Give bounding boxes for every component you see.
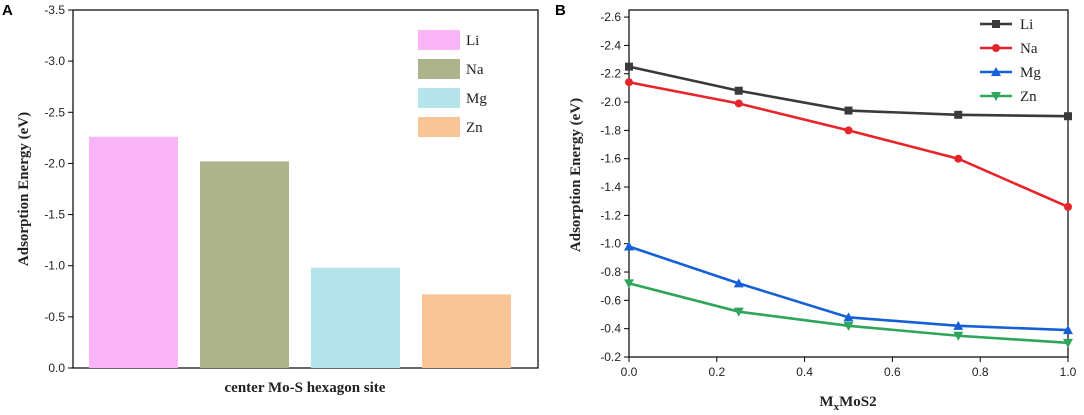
legend-label-a: Na (466, 62, 484, 78)
point-li (734, 86, 743, 95)
y-tick-label-b: -2.4 (600, 38, 621, 52)
y-tick-label-a: -2.5 (44, 105, 65, 119)
series-b (624, 62, 1073, 348)
point-na (844, 126, 853, 135)
y-tick-label-b: -2.0 (600, 95, 621, 109)
y-tick-label-b: -1.0 (600, 237, 621, 251)
x-tick-label-b: 0.2 (708, 365, 725, 379)
bar-li (89, 136, 178, 368)
legend-swatch-a (418, 59, 460, 79)
y-tick-label-b: -1.2 (600, 208, 621, 222)
line-chart-b: -0.2 -0.4 -0.6 -0.8 -1.0 -1.2 -1.4 -1.6 -1.8 -2.0… (568, 9, 1077, 413)
point-li (954, 110, 963, 119)
y-tick-label-b: -2.6 (600, 10, 621, 24)
point-na (954, 154, 963, 163)
legend-label-a: Zn (466, 120, 483, 136)
legend-label-b: Mg (1020, 65, 1041, 81)
y-tick-label-b: -1.4 (600, 180, 621, 194)
point-zn (1063, 338, 1073, 348)
series-line-na (628, 80, 1069, 209)
legend-b: Li Na Mg Zn (980, 17, 1041, 105)
y-tick-label-a: -1.0 (44, 259, 65, 273)
y-tick-label-b: -2.2 (600, 67, 621, 81)
y-tick-label-b: -0.6 (600, 293, 621, 307)
x-axis-title-b-sub: x (834, 401, 840, 413)
point-mg (1063, 325, 1073, 335)
legend-swatch-a (418, 117, 460, 137)
x-tick-label-b: 0.4 (796, 365, 813, 379)
point-li (1064, 112, 1072, 121)
point-na (734, 99, 743, 108)
point-mg (733, 278, 744, 288)
bar-na (200, 161, 289, 368)
point-na (625, 78, 633, 87)
point-zn (733, 307, 744, 317)
point-na (1064, 202, 1072, 211)
legend-marker-na (992, 44, 1000, 52)
x-tick-label-b: 0.8 (972, 365, 989, 379)
y-tick-label-b: -1.8 (600, 123, 621, 137)
plot-frame-a (72, 9, 539, 369)
x-axis-b: 0.0 0.2 0.4 0.6 0.8 1.0 (621, 357, 1077, 379)
legend-swatch-a (418, 88, 460, 108)
bar-zn (422, 294, 511, 368)
point-li (844, 106, 853, 115)
y-tick-label-a: -3.5 (44, 3, 65, 17)
legend-marker-zn (991, 92, 1001, 101)
legend-marker-mg (991, 67, 1001, 76)
legend-swatch-a (418, 30, 460, 50)
y-axis-title-b: Adsorption Energy (eV) (568, 98, 584, 252)
y-tick-label-b: -1.6 (600, 152, 621, 166)
legend-label-b: Zn (1020, 89, 1037, 105)
bar-chart-a: 0.0 -0.5 -1.0 -1.5 -2.0 -2.5 -3.0 -3.5 Li Na Mg Zn… (16, 3, 539, 396)
legend-label-b: Li (1020, 17, 1033, 33)
x-axis-title-b: MxMoS2 (819, 394, 876, 413)
legend-label-a: Li (466, 33, 479, 49)
y-tick-label-a: -2.0 (44, 156, 65, 170)
y-tick-label-a: 0.0 (48, 361, 65, 375)
panel-label-a: A (2, 2, 13, 19)
x-axis-title-b-main: M (819, 394, 833, 410)
bars-a (89, 136, 511, 368)
point-li (625, 62, 633, 71)
point-zn (624, 279, 634, 289)
bar-mg (311, 267, 400, 368)
y-tick-label-b: -0.8 (600, 265, 621, 279)
y-axis-title-a: Adsorption Energy (eV) (16, 112, 32, 266)
legend-label-a: Mg (466, 91, 487, 107)
x-axis-title-b-rest: MoS2 (839, 394, 877, 410)
y-tick-label-a: -0.5 (44, 310, 65, 324)
panel-label-b: B (555, 2, 566, 19)
legend-marker-li (992, 20, 1000, 28)
y-tick-label-b: -0.2 (600, 350, 621, 364)
point-mg (953, 320, 964, 330)
y-tick-label-a: -3.0 (44, 54, 65, 68)
y-tick-label-a: -1.5 (44, 208, 65, 222)
x-tick-label-b: 0.6 (884, 365, 901, 379)
legend-a: Li Na Mg Zn (418, 30, 487, 137)
plot-frame-b (628, 9, 1069, 358)
y-tick-label-b: -0.4 (600, 322, 621, 336)
point-mg (624, 241, 634, 251)
x-tick-label-b: 1.0 (1060, 365, 1077, 379)
point-mg (843, 312, 854, 322)
x-axis-title-a: center Mo-S hexagon site (225, 380, 386, 396)
x-tick-label-b: 0.0 (621, 365, 638, 379)
point-zn (953, 331, 964, 341)
y-axis-b: -0.2 -0.4 -0.6 -0.8 -1.0 -1.2 -1.4 -1.6 -1.8 -2.0… (600, 10, 629, 364)
y-axis-a: 0.0 -0.5 -1.0 -1.5 -2.0 -2.5 -3.0 -3.5 (44, 3, 73, 375)
point-zn (843, 321, 854, 331)
legend-label-b: Na (1020, 41, 1038, 57)
